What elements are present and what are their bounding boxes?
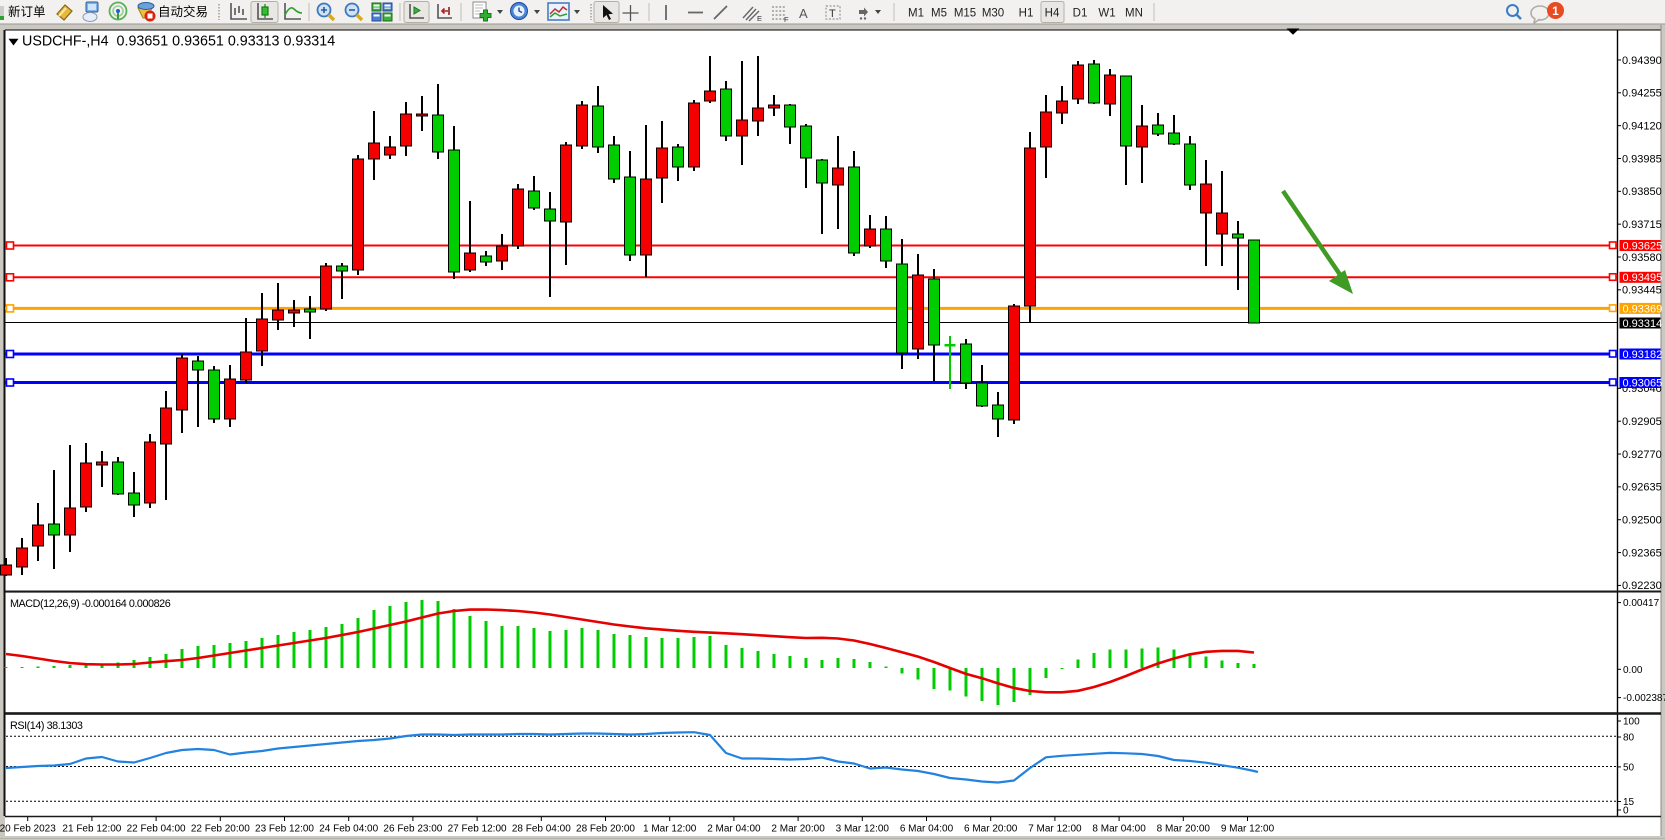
svg-text:M30: M30: [982, 8, 1004, 20]
svg-text:0.93369: 0.93369: [1623, 303, 1663, 315]
svg-text:2 Mar 20:00: 2 Mar 20:00: [771, 824, 825, 835]
svg-text:0.93850: 0.93850: [1622, 186, 1662, 198]
svg-text:0.93495: 0.93495: [1623, 272, 1663, 284]
svg-text:H1: H1: [1019, 8, 1034, 20]
svg-text:26 Feb 23:00: 26 Feb 23:00: [383, 824, 442, 835]
svg-text:7 Mar 12:00: 7 Mar 12:00: [1028, 824, 1082, 835]
svg-text:3 Mar 12:00: 3 Mar 12:00: [836, 824, 890, 835]
svg-text:0.00: 0.00: [1623, 665, 1643, 676]
svg-text:0.92230: 0.92230: [1622, 580, 1662, 592]
svg-text:T: T: [829, 8, 836, 20]
svg-text:-0.002387: -0.002387: [1623, 693, 1665, 704]
svg-text:28 Feb 20:00: 28 Feb 20:00: [576, 824, 635, 835]
svg-text:0.93985: 0.93985: [1622, 153, 1662, 165]
svg-text:0.93625: 0.93625: [1623, 240, 1663, 252]
svg-text:0.92500: 0.92500: [1622, 515, 1662, 527]
svg-text:0.92635: 0.92635: [1622, 482, 1662, 494]
svg-text:80: 80: [1623, 733, 1635, 744]
svg-text:24 Feb 04:00: 24 Feb 04:00: [319, 824, 378, 835]
svg-text:0.92770: 0.92770: [1622, 449, 1662, 461]
svg-text:21 Feb 12:00: 21 Feb 12:00: [62, 824, 121, 835]
svg-text:新订单: 新订单: [8, 4, 46, 19]
svg-text:M1: M1: [908, 8, 924, 20]
svg-text:自动交易: 自动交易: [158, 4, 208, 19]
svg-text:0.93445: 0.93445: [1622, 285, 1662, 297]
svg-text:23 Feb 12:00: 23 Feb 12:00: [255, 824, 314, 835]
svg-text:0.94120: 0.94120: [1622, 120, 1662, 132]
svg-text:USDCHF-,H4 0.93651 0.93651 0.: USDCHF-,H4 0.93651 0.93651 0.93313 0.933…: [22, 34, 335, 50]
svg-text:W1: W1: [1098, 8, 1115, 20]
svg-text:1: 1: [1552, 4, 1559, 18]
svg-text:RSI(14) 38.1303: RSI(14) 38.1303: [10, 720, 83, 732]
svg-text:20 Feb 2023: 20 Feb 2023: [0, 824, 56, 835]
svg-text:MACD(12,26,9) -0.000164 0.0008: MACD(12,26,9) -0.000164 0.000826: [10, 598, 171, 610]
svg-text:E: E: [757, 14, 762, 23]
svg-text:22 Feb 20:00: 22 Feb 20:00: [191, 824, 250, 835]
svg-text:H4: H4: [1045, 8, 1060, 20]
svg-text:9 Mar 12:00: 9 Mar 12:00: [1221, 824, 1275, 835]
svg-text:28 Feb 04:00: 28 Feb 04:00: [512, 824, 571, 835]
svg-text:15: 15: [1623, 797, 1635, 808]
svg-text:0.92365: 0.92365: [1622, 547, 1662, 559]
svg-text:MN: MN: [1125, 8, 1143, 20]
svg-text:0.93182: 0.93182: [1623, 349, 1663, 361]
svg-text:0.93065: 0.93065: [1623, 377, 1663, 389]
svg-text:6 Mar 20:00: 6 Mar 20:00: [964, 824, 1018, 835]
svg-text:0.92905: 0.92905: [1622, 416, 1662, 428]
svg-text:27 Feb 12:00: 27 Feb 12:00: [448, 824, 507, 835]
svg-text:0.94390: 0.94390: [1622, 55, 1662, 67]
svg-text:0.93580: 0.93580: [1622, 252, 1662, 264]
svg-text:0.93715: 0.93715: [1622, 219, 1662, 231]
svg-text:50: 50: [1623, 762, 1635, 773]
svg-text:8 Mar 04:00: 8 Mar 04:00: [1092, 824, 1146, 835]
svg-text:2 Mar 04:00: 2 Mar 04:00: [707, 824, 761, 835]
svg-text:0.00417: 0.00417: [1623, 598, 1660, 609]
svg-text:0.93314: 0.93314: [1623, 318, 1663, 330]
svg-text:M15: M15: [954, 8, 976, 20]
svg-text:100: 100: [1623, 717, 1640, 728]
svg-text:6 Mar 04:00: 6 Mar 04:00: [900, 824, 954, 835]
svg-text:D1: D1: [1073, 8, 1088, 20]
svg-text:8 Mar 20:00: 8 Mar 20:00: [1157, 824, 1211, 835]
svg-text:0.94255: 0.94255: [1622, 88, 1662, 100]
svg-text:22 Feb 04:00: 22 Feb 04:00: [127, 824, 186, 835]
svg-text:M5: M5: [931, 8, 947, 20]
svg-text:1 Mar 12:00: 1 Mar 12:00: [643, 824, 697, 835]
svg-text:F: F: [784, 15, 789, 24]
svg-text:A: A: [799, 6, 808, 21]
svg-text:0: 0: [1623, 806, 1629, 817]
